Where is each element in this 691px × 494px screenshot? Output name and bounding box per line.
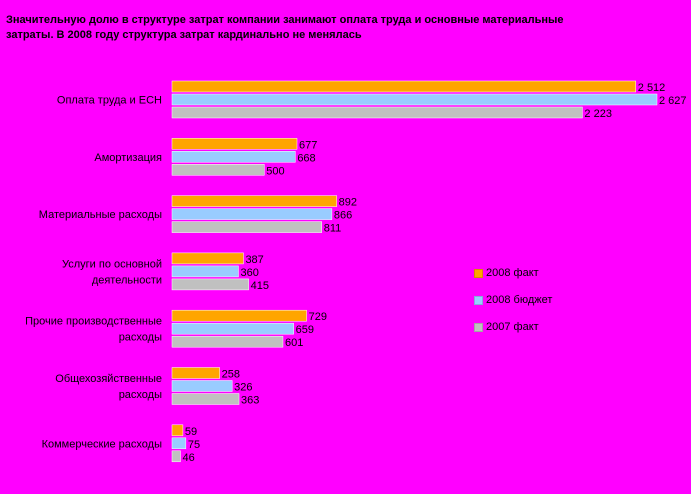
data-label: 326 <box>234 382 252 394</box>
data-label: 59 <box>185 426 197 438</box>
data-label: 360 <box>240 267 258 279</box>
bar <box>171 106 583 119</box>
legend-item-2007-fact: 2007 факт <box>474 321 539 333</box>
data-label: 75 <box>188 439 200 451</box>
data-label: 2 223 <box>584 108 612 120</box>
bar <box>171 367 220 379</box>
bar <box>171 93 658 106</box>
bar <box>171 380 233 392</box>
bar <box>171 437 187 450</box>
bar <box>171 393 240 405</box>
category-label: Амортизация <box>94 152 162 164</box>
bar <box>171 208 333 220</box>
data-label: 415 <box>251 280 269 292</box>
bar <box>171 80 637 93</box>
category-label: расходы <box>119 332 162 344</box>
data-label: 601 <box>285 337 303 349</box>
category-label: Оплата труда и ЕСН <box>57 95 162 107</box>
legend-label-2007-fact: 2007 факт <box>486 321 539 333</box>
category-label: Материальные расходы <box>39 209 162 221</box>
bar <box>171 164 265 176</box>
category-label: расходы <box>119 389 162 401</box>
legend-swatch-2008-budget <box>474 295 483 305</box>
data-label: 2 512 <box>638 82 666 94</box>
bar <box>171 151 296 163</box>
category-label: деятельности <box>92 274 162 286</box>
bar <box>171 322 294 335</box>
bar <box>171 252 244 265</box>
bar <box>171 450 181 463</box>
category-label: Общехозяйственные <box>55 373 162 385</box>
legend-swatch-2008-fact <box>474 268 483 278</box>
data-label: 677 <box>299 139 317 151</box>
legend-swatch-2007-fact <box>474 322 483 332</box>
data-label: 892 <box>339 197 357 209</box>
data-label: 811 <box>324 223 342 235</box>
data-label: 363 <box>241 395 259 407</box>
data-label: 258 <box>222 369 240 381</box>
bar <box>171 221 322 233</box>
category-label: Коммерческие расходы <box>42 438 163 450</box>
legend-label-2008-budget: 2008 бюджет <box>486 294 553 306</box>
legend-item-2008-fact: 2008 факт <box>474 267 539 279</box>
data-label: 387 <box>245 254 263 266</box>
category-label: Услуги по основной <box>62 258 162 270</box>
bar <box>171 424 184 437</box>
bar <box>171 265 239 278</box>
bar <box>171 309 307 322</box>
bar <box>171 195 337 207</box>
legend-label-2008-fact: 2008 факт <box>486 267 539 279</box>
data-label: 659 <box>296 324 314 336</box>
data-label: 2 627 <box>659 95 687 107</box>
bar <box>171 138 298 150</box>
chart-title: Значительную долю в структуре затрат ком… <box>6 14 564 41</box>
bar <box>171 335 284 348</box>
data-label: 46 <box>182 452 194 464</box>
category-label: Прочие производственные <box>25 316 162 328</box>
legend-item-2008-budget: 2008 бюджет <box>474 294 552 306</box>
data-label: 668 <box>297 152 315 164</box>
data-label: 866 <box>334 210 352 222</box>
data-label: 729 <box>309 311 327 323</box>
bar <box>171 278 249 291</box>
data-label: 500 <box>266 165 284 177</box>
